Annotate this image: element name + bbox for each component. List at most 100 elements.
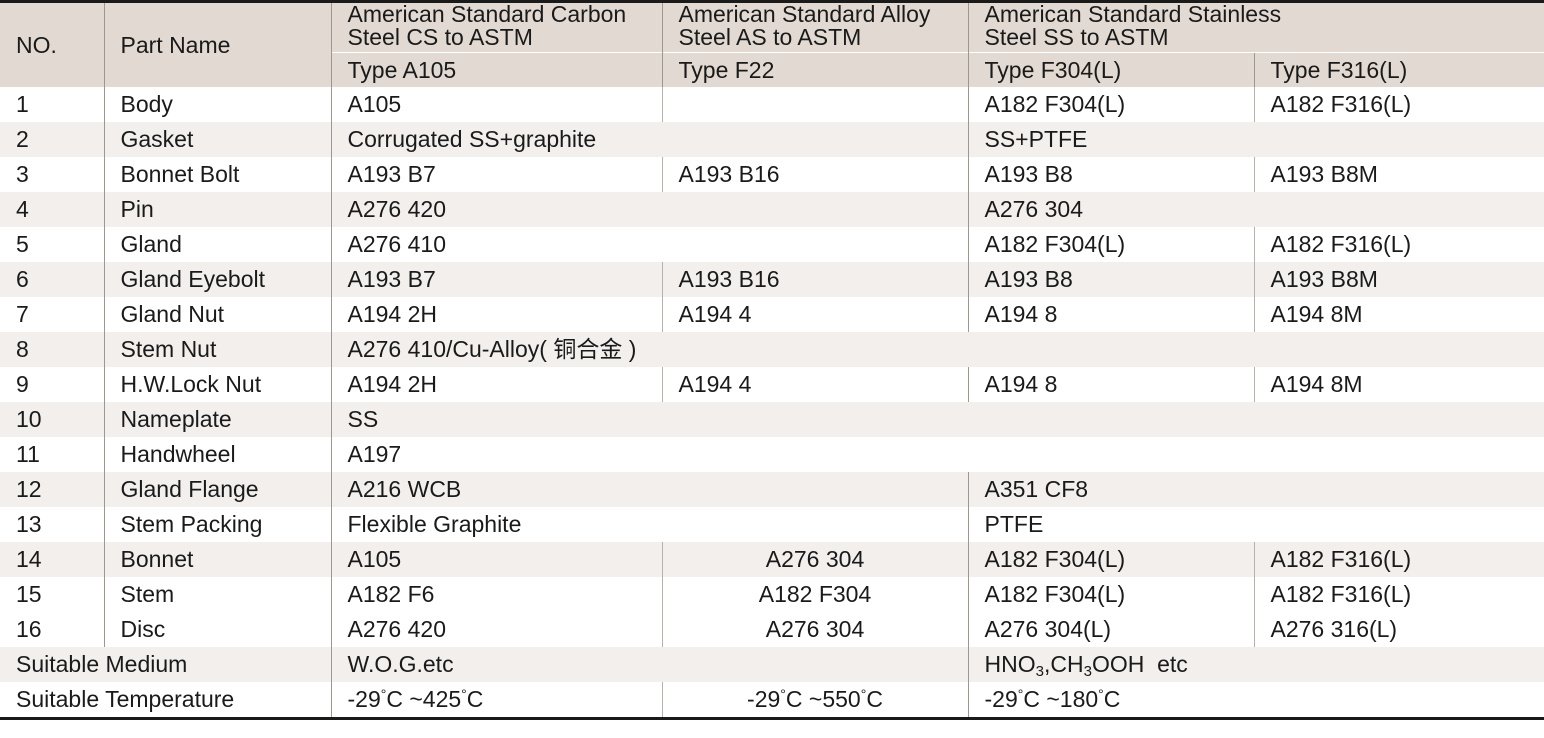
- cell-cs: A194 2H: [330, 297, 662, 332]
- row-no: 4: [0, 192, 104, 227]
- cell-as: A276 304: [661, 612, 968, 647]
- cell-f304: A194 8: [967, 367, 1254, 402]
- temp-part: C ~425: [386, 686, 462, 712]
- header-type-cs: Type A105: [330, 52, 662, 87]
- header-type-f316: Type F316(L): [1253, 52, 1544, 87]
- ss-title-line-2: Steel SS to ASTM: [984, 24, 1169, 50]
- degree-sign: °: [1017, 686, 1024, 702]
- table-row: 11 Handwheel A197: [0, 437, 1544, 472]
- header-part-name: Part Name: [103, 0, 331, 87]
- temperature-label: Suitable Temperature: [0, 682, 331, 720]
- table-row: 8 Stem Nut A276 410/Cu-Alloy( 铜合金 ): [0, 332, 1544, 367]
- header-no: NO.: [0, 0, 104, 87]
- table-row: 4 Pin A276 420 A276 304: [0, 192, 1544, 227]
- cell-f316: A182 F316(L): [1253, 577, 1544, 612]
- medium-ss-part: OOH etc: [1091, 651, 1188, 677]
- cell-f316: A276 316(L): [1253, 612, 1544, 647]
- row-part: Handwheel: [103, 437, 331, 472]
- row-no: 3: [16, 161, 29, 187]
- temp-part: C: [1103, 686, 1121, 712]
- as-title-line-1: American Standard Alloy: [678, 1, 931, 27]
- cell-as: A193 B16: [661, 262, 968, 297]
- cell-cs-as: A276 410: [330, 227, 968, 262]
- temp-part: C ~180: [1023, 686, 1099, 712]
- cell-as: A276 304: [661, 542, 968, 577]
- temp-part: -29: [747, 686, 781, 712]
- row-no: 5: [16, 231, 29, 257]
- cell-as: A194 4: [661, 367, 968, 402]
- cell-f316: A182 F316(L): [1253, 87, 1544, 122]
- cell-f304: A182 F304(L): [967, 577, 1254, 612]
- row-part: Gland Eyebolt: [103, 262, 331, 297]
- cell-f316: A194 8M: [1253, 297, 1544, 332]
- cell-f304: A182 F304(L): [967, 542, 1254, 577]
- header-row-2: Type A105 Type F22 Type F304(L) Type F31…: [0, 52, 1544, 87]
- row-part: Disc: [103, 612, 331, 647]
- header-type-f304: Type F304(L): [967, 52, 1254, 87]
- row-part: H.W.Lock Nut: [103, 367, 331, 402]
- cell-cs-as: A276 420: [330, 192, 968, 227]
- cell-f304: A193 B8: [967, 262, 1254, 297]
- row-part: Gland Nut: [103, 297, 331, 332]
- cell-f304: A182 F304(L): [967, 227, 1254, 262]
- temperature-row: Suitable Temperature -29°C ~425°C -29°C …: [0, 682, 1544, 720]
- table-row: 15 Stem A182 F6 A182 F304 A182 F304(L) A…: [0, 577, 1544, 612]
- cell-f316: A182 F316(L): [1253, 542, 1544, 577]
- table-row: 2 Gasket Corrugated SS+graphite SS+PTFE: [0, 122, 1544, 157]
- ss-title-line-1: American Standard Stainless: [984, 1, 1282, 27]
- row-no: 14: [0, 542, 104, 577]
- row-no: 1: [16, 91, 29, 117]
- row-part: Body: [103, 87, 331, 122]
- medium-ss-sub: 3: [1035, 663, 1044, 680]
- table-row: 5 Gland A276 410 A182 F304(L) A182 F316(…: [0, 227, 1544, 262]
- cell-ss: A276 304: [967, 192, 1544, 227]
- temp-part: -29: [347, 686, 381, 712]
- cell-cs: A105: [330, 87, 662, 122]
- table-row: 1 Body A105 A182 F304(L) A182 F316(L): [0, 87, 1544, 122]
- cell-f316: A182 F316(L): [1253, 227, 1544, 262]
- cell-as: [661, 87, 968, 122]
- temp-part: C: [466, 686, 484, 712]
- row-part: Bonnet Bolt: [103, 157, 331, 192]
- row-part: Gasket: [103, 122, 331, 157]
- cell-cs: A194 2H: [330, 367, 662, 402]
- row-no: 7: [16, 301, 29, 327]
- row-no: 8: [0, 332, 104, 367]
- cell-all: A276 410/Cu-Alloy( 铜合金 ): [330, 332, 1544, 367]
- header-type-as: Type F22: [661, 52, 968, 87]
- cell-as: A194 4: [661, 297, 968, 332]
- temperature-as: -29°C ~550°C: [661, 682, 968, 720]
- table-row: 13 Stem Packing Flexible Graphite PTFE: [0, 507, 1544, 542]
- table-row: 3 Bonnet Bolt A193 B7 A193 B16 A193 B8 A…: [0, 157, 1544, 192]
- row-part: Nameplate: [103, 402, 331, 437]
- cell-all: A197: [330, 437, 1544, 472]
- cell-cs-as: Corrugated SS+graphite: [330, 122, 968, 157]
- cell-all: SS: [330, 402, 1544, 437]
- row-part: Bonnet: [103, 542, 331, 577]
- cell-cs: A193 B7: [330, 262, 662, 297]
- degree-sign: °: [461, 686, 467, 702]
- temp-part: -29: [984, 686, 1018, 712]
- table-row: 14 Bonnet A105 A276 304 A182 F304(L) A18…: [0, 542, 1544, 577]
- row-no: 13: [16, 511, 42, 537]
- row-no: 6: [0, 262, 104, 297]
- cell-cs-as: Flexible Graphite: [330, 507, 968, 542]
- row-no: 12: [0, 472, 104, 507]
- cell-as: A182 F304: [661, 577, 968, 612]
- cell-cs: A193 B7: [330, 157, 662, 192]
- cell-f316: A194 8M: [1253, 367, 1544, 402]
- temperature-ss: -29°C ~180°C: [967, 682, 1544, 720]
- degree-sign: °: [1098, 686, 1104, 702]
- medium-ss-part: ,CH: [1043, 651, 1084, 677]
- cell-cs: A276 420: [330, 612, 662, 647]
- cell-f316: A193 B8M: [1253, 157, 1544, 192]
- temperature-cs: -29°C ~425°C: [330, 682, 662, 720]
- as-title-line-2: Steel AS to ASTM: [678, 24, 862, 50]
- table-row: 12 Gland Flange A216 WCB A351 CF8: [0, 472, 1544, 507]
- cell-f316: A193 B8M: [1253, 262, 1544, 297]
- row-part: Stem Packing: [103, 507, 331, 542]
- table-row: 7 Gland Nut A194 2H A194 4 A194 8 A194 8…: [0, 297, 1544, 332]
- table-row: 16 Disc A276 420 A276 304 A276 304(L) A2…: [0, 612, 1544, 647]
- cell-f304: A194 8: [967, 297, 1254, 332]
- table-row: 6 Gland Eyebolt A193 B7 A193 B16 A193 B8…: [0, 262, 1544, 297]
